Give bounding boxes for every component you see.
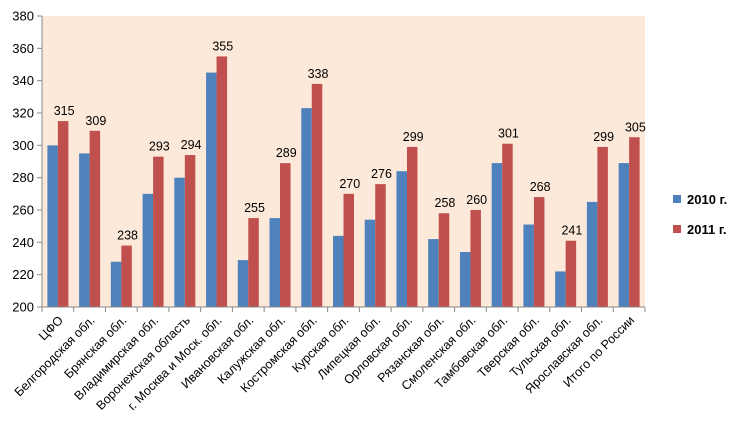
y-tick-label: 220 — [12, 267, 34, 282]
bar-series2 — [153, 156, 164, 307]
bar-series2 — [121, 245, 132, 307]
bar-series2 — [406, 146, 418, 307]
y-axis: 200 220 240 260 280 300 320 340 360 380 — [12, 9, 43, 315]
y-tick-label: 300 — [12, 138, 34, 153]
bar-series2 — [597, 146, 608, 307]
bar-series1 — [523, 224, 534, 307]
y-tick-label: 200 — [12, 300, 34, 315]
bar-series1 — [142, 193, 154, 307]
legend-swatch — [673, 195, 681, 203]
bar-series2 — [470, 210, 481, 307]
data-label: 305 — [625, 120, 646, 134]
data-label: 338 — [308, 67, 329, 81]
bar-series2 — [565, 240, 577, 307]
bar-series2 — [311, 83, 323, 308]
legend-label: 2010 г. — [687, 192, 727, 207]
data-label: 301 — [498, 127, 519, 141]
bar-series2 — [375, 184, 386, 307]
legend-swatch — [673, 225, 681, 233]
data-label: 294 — [181, 138, 202, 152]
bar-series1 — [459, 252, 471, 307]
bars-group — [47, 56, 640, 308]
data-label: 270 — [339, 177, 360, 191]
bar-series1 — [618, 163, 630, 307]
bar-series2 — [184, 155, 196, 307]
bar-series2 — [280, 163, 291, 307]
bar-series2 — [57, 121, 69, 307]
data-label: 299 — [403, 130, 424, 144]
y-tick-label: 320 — [12, 106, 34, 121]
data-label: 293 — [149, 140, 170, 154]
bar-series1 — [79, 153, 90, 307]
y-tick-label: 340 — [12, 73, 34, 88]
y-tick-label: 380 — [12, 9, 34, 24]
bar-series2 — [438, 213, 450, 307]
bar-series1 — [110, 261, 122, 307]
data-labels-group: 315 309 238 293 294 355 255 289 338 270 276 299 258 2… — [54, 39, 646, 242]
bar-series2 — [248, 218, 259, 307]
data-label: 258 — [435, 196, 456, 210]
data-label: 355 — [212, 39, 233, 53]
bar-series2 — [343, 193, 354, 307]
data-label: 241 — [561, 224, 582, 238]
bar-series1 — [491, 163, 503, 307]
bar-series2 — [216, 56, 228, 307]
legend: 2010 г. 2011 г. — [673, 192, 727, 237]
data-label: 289 — [276, 146, 297, 160]
data-label: 238 — [117, 229, 138, 243]
data-label: 255 — [244, 201, 265, 215]
bar-series1 — [586, 201, 598, 307]
bar-series1 — [237, 260, 249, 307]
bar-series1 — [269, 218, 281, 307]
data-label: 299 — [593, 130, 614, 144]
bar-series2 — [502, 143, 513, 307]
bar-series1 — [301, 108, 312, 308]
legend-label: 2011 г. — [687, 222, 727, 237]
data-label: 315 — [54, 104, 75, 118]
data-label: 268 — [530, 180, 551, 194]
bar-series1 — [396, 171, 407, 307]
bar-series2 — [629, 137, 640, 307]
y-tick-label: 240 — [12, 235, 34, 250]
bar-series1 — [555, 271, 566, 307]
bar-series1 — [206, 72, 217, 307]
y-tick-label: 280 — [12, 170, 34, 185]
data-label: 276 — [371, 167, 392, 181]
bar-series2 — [533, 197, 545, 307]
y-tick-label: 260 — [12, 203, 34, 218]
bar-series1 — [364, 219, 376, 307]
bar-series1 — [47, 145, 58, 307]
data-label: 260 — [466, 193, 487, 207]
y-tick-label: 360 — [12, 41, 34, 56]
bar-series1 — [428, 239, 439, 307]
bar-series1 — [174, 177, 185, 307]
bar-series1 — [333, 235, 344, 307]
bar-series2 — [89, 130, 101, 307]
data-label: 309 — [85, 114, 106, 128]
